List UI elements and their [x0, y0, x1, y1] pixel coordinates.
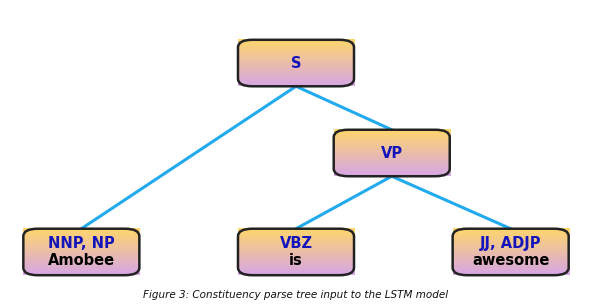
- FancyBboxPatch shape: [453, 229, 569, 275]
- FancyBboxPatch shape: [334, 130, 450, 176]
- Text: VBZ: VBZ: [279, 236, 313, 251]
- Text: Figure 3: Constituency parse tree input to the LSTM model: Figure 3: Constituency parse tree input …: [143, 290, 449, 300]
- FancyBboxPatch shape: [238, 229, 354, 275]
- Text: Amobee: Amobee: [48, 253, 115, 268]
- FancyBboxPatch shape: [238, 40, 354, 86]
- Text: S: S: [291, 55, 301, 71]
- Text: JJ, ADJP: JJ, ADJP: [480, 236, 542, 251]
- Text: NNP, NP: NNP, NP: [48, 236, 115, 251]
- Text: VP: VP: [381, 145, 403, 161]
- FancyBboxPatch shape: [23, 229, 139, 275]
- Text: awesome: awesome: [472, 253, 549, 268]
- Text: is: is: [289, 253, 303, 268]
